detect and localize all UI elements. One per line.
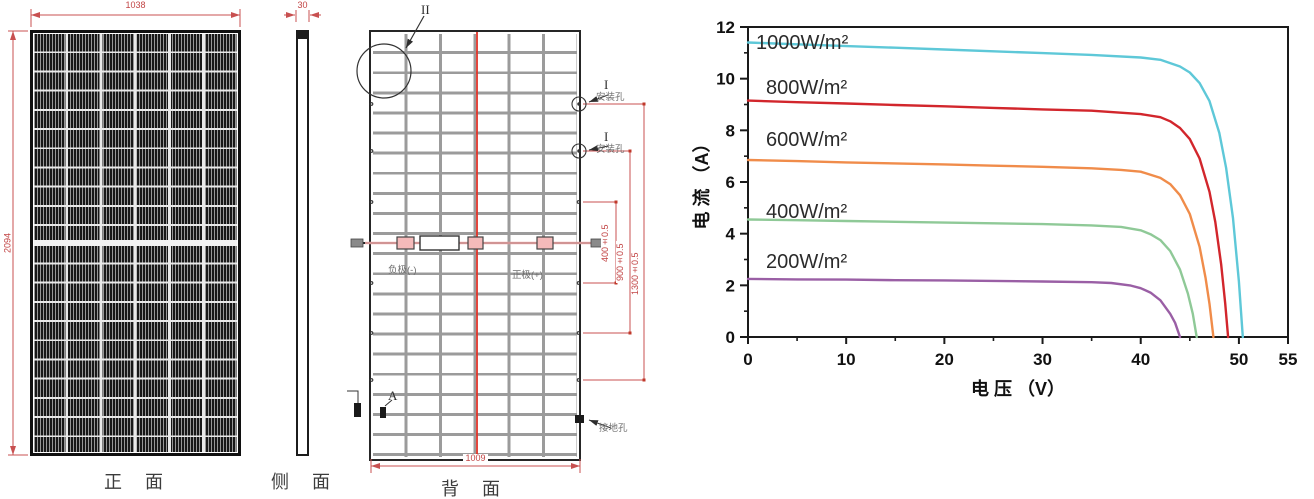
front-height-dim: 2094 (2, 230, 13, 256)
y-tick-label: 4 (726, 225, 736, 244)
front-view-title: 正 面 (103, 472, 172, 492)
series-curve-0 (746, 41, 1244, 339)
back-dim-400: 400±0.5 (600, 222, 610, 264)
series-curve-2 (746, 158, 1215, 339)
series-curve-3 (746, 218, 1198, 339)
x-tick-label: 40 (1131, 350, 1150, 369)
series-label-4: 200W/m² (766, 251, 847, 273)
detail-a-callout-label: A (388, 388, 398, 403)
y-tick-label: 6 (726, 173, 735, 192)
y-tick-label: 0 (726, 328, 735, 347)
x-tick-label: 20 (935, 350, 954, 369)
iv-curve-chart: 0 10 20 30 40 50 55 0 2 4 6 8 10 12 电 压 （V） 电 流 （A） 1000… (691, 18, 1298, 399)
mounting-hole-1-label: 安装孔 (596, 92, 625, 103)
y-tick-label: 8 (726, 121, 735, 140)
x-tick-label: 30 (1033, 350, 1052, 369)
side-thickness-dim: 30 (295, 0, 310, 10)
back-view-centerline (476, 32, 478, 459)
side-view-title: 侧 面 (270, 472, 339, 492)
series-label-2: 600W/m² (766, 129, 847, 151)
series-curve-4 (746, 277, 1182, 339)
grounding-hole-label: 接地孔 (599, 423, 628, 434)
x-tick-label: 0 (743, 350, 752, 369)
y-tick-label: 12 (716, 18, 735, 37)
y-tick-label: 10 (716, 70, 735, 89)
x-tick-label: 55 (1279, 350, 1298, 369)
detail-ii-callout-label: II (421, 2, 430, 17)
back-view-panel (369, 30, 581, 461)
back-dim-900: 900±0.5 (615, 241, 625, 283)
back-bottom-dim: 1009 (463, 453, 488, 463)
series-curve-1 (746, 99, 1230, 339)
front-view-cell-grid (34, 34, 237, 452)
x-tick-label: 50 (1229, 350, 1248, 369)
positive-terminal-label: 正极(+) (512, 270, 543, 281)
series-label-3: 400W/m² (766, 201, 847, 223)
x-axis-label: 电 压 （V） (971, 378, 1065, 399)
mounting-hole-2-callout: I (604, 129, 609, 144)
mounting-hole-1-callout: I (604, 77, 609, 92)
negative-terminal-label: 负极(-) (388, 265, 417, 276)
front-width-dim: 1038 (123, 0, 148, 10)
side-dimension-lines (284, 8, 321, 22)
y-axis-label: 电 流 （A） (691, 134, 712, 229)
back-view-cell-grid (373, 34, 577, 457)
side-view-panel (296, 30, 309, 456)
mounting-hole-2-label: 安装孔 (596, 144, 625, 155)
front-view-panel (30, 30, 241, 456)
back-dim-1300: 1300±0.5 (630, 250, 640, 298)
x-tick-label: 10 (837, 350, 856, 369)
series-label-1: 800W/m² (766, 77, 847, 99)
back-view-title: 背 面 (440, 479, 509, 499)
y-tick-label: 2 (726, 276, 735, 295)
series-label-0: 1000W/m² (756, 32, 849, 54)
